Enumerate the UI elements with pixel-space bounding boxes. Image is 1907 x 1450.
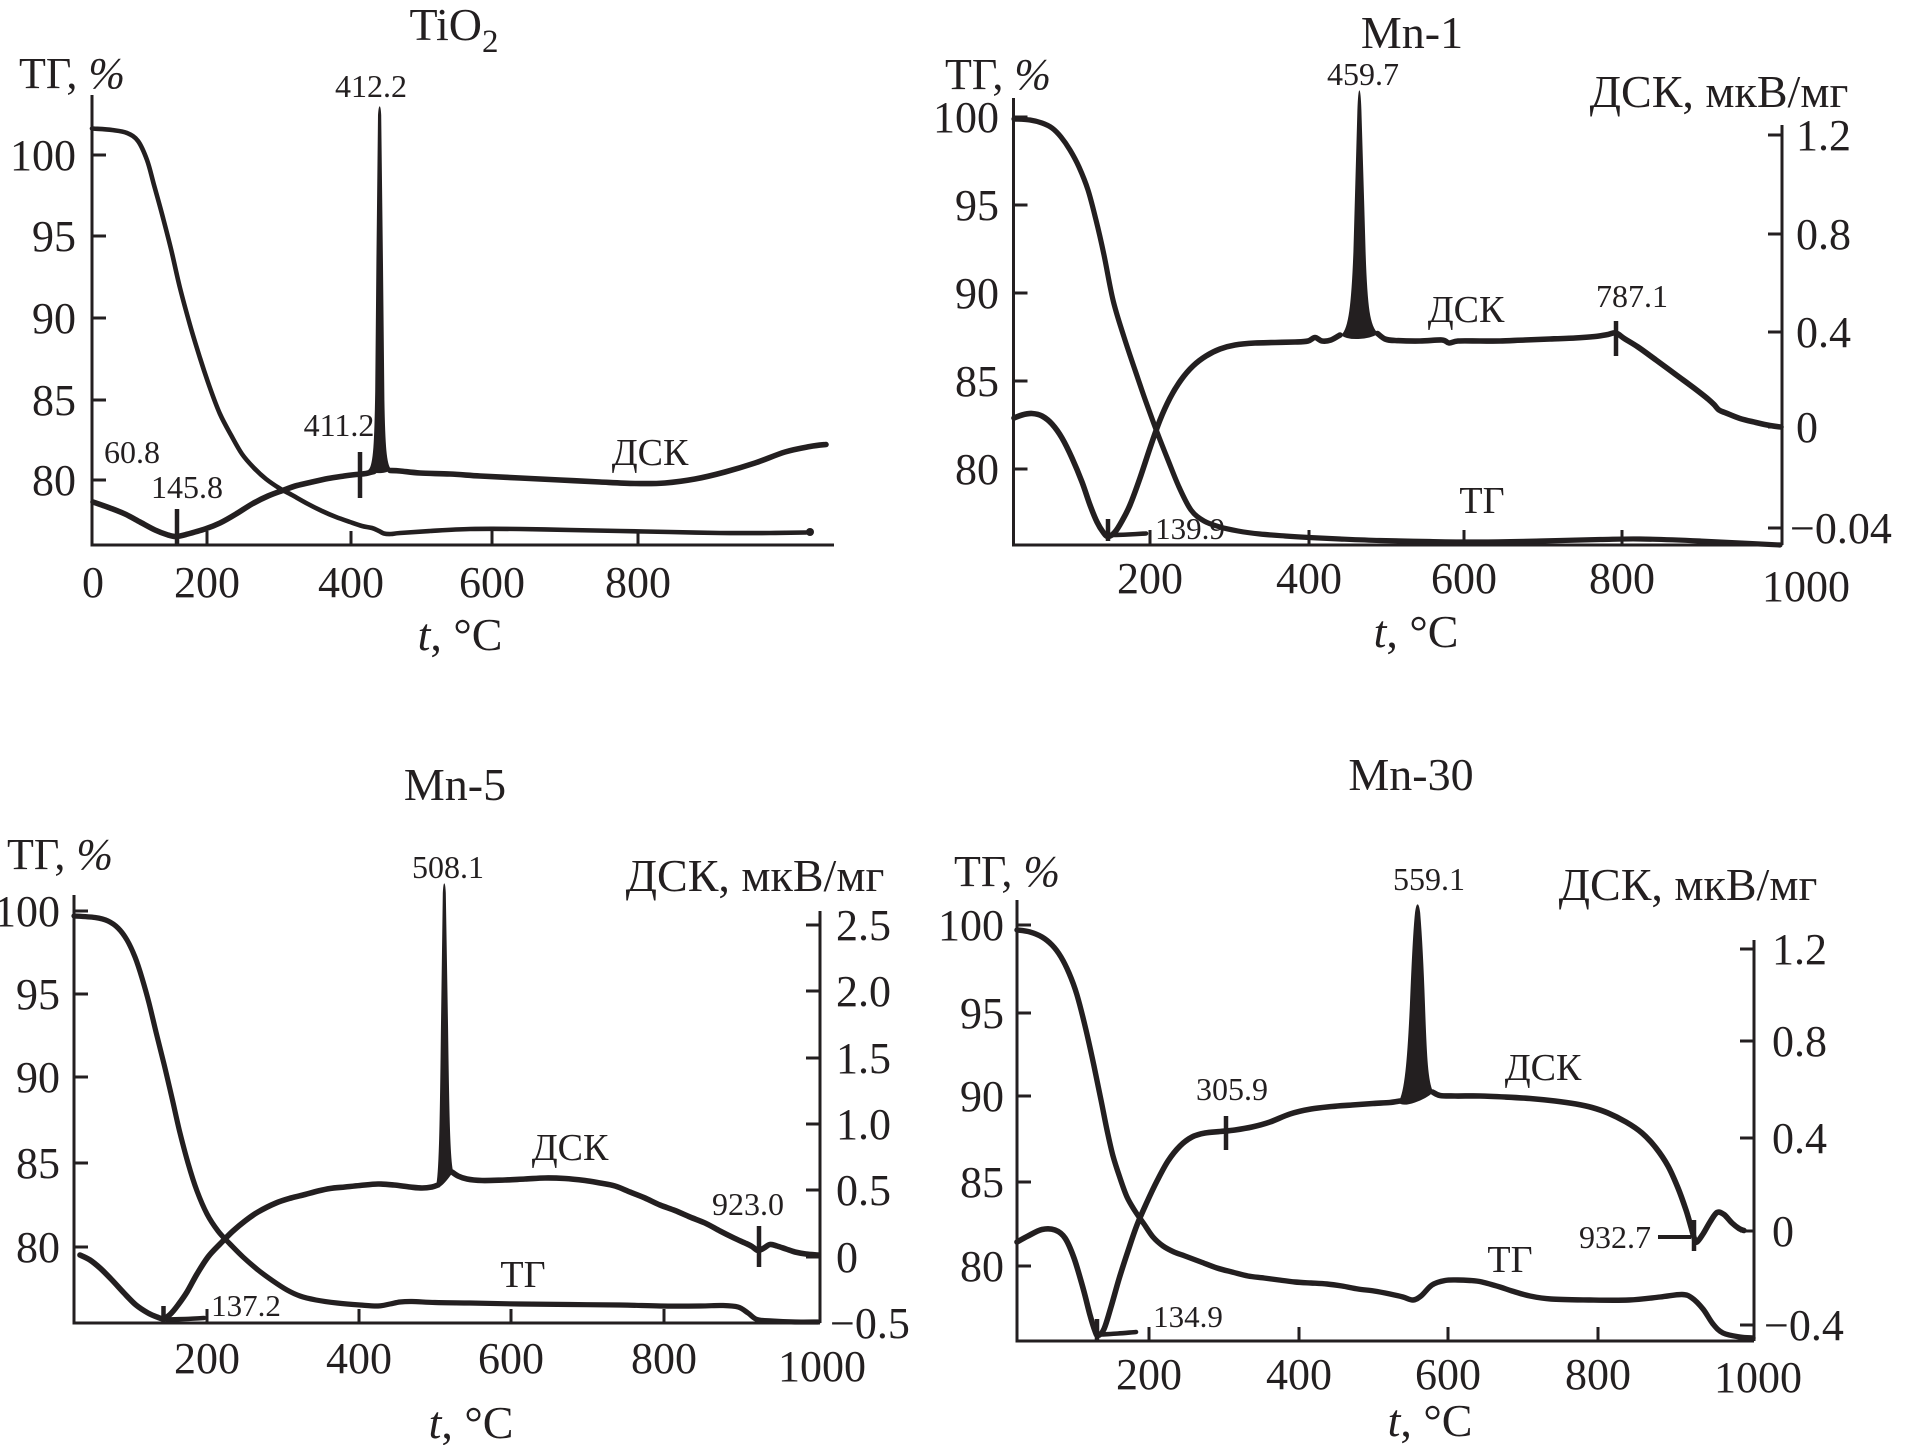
svg-text:ТГ: ТГ (1487, 1239, 1532, 1281)
svg-text:80: 80 (32, 456, 76, 505)
svg-text:90: 90 (16, 1053, 60, 1102)
svg-text:Mn-1: Mn-1 (1361, 7, 1463, 58)
svg-text:0: 0 (836, 1233, 858, 1282)
svg-text:0.4: 0.4 (1796, 308, 1851, 357)
svg-text:−0.4: −0.4 (1764, 1301, 1844, 1350)
svg-text:0: 0 (1796, 403, 1818, 452)
svg-text:0.5: 0.5 (836, 1166, 891, 1215)
svg-text:2.0: 2.0 (836, 967, 891, 1016)
svg-text:ТГ, %: ТГ, % (19, 49, 125, 98)
svg-text:ДСК: ДСК (532, 1127, 609, 1169)
svg-text:800: 800 (605, 558, 671, 607)
svg-text:Mn-30: Mn-30 (1348, 749, 1473, 800)
svg-text:ТГ, %: ТГ, % (954, 847, 1060, 896)
svg-text:1.2: 1.2 (1796, 111, 1851, 160)
svg-text:100: 100 (938, 901, 1004, 950)
svg-text:800: 800 (1589, 554, 1655, 603)
svg-text:ДСК, мкВ/мг: ДСК, мкВ/мг (1559, 859, 1818, 910)
svg-text:932.7: 932.7 (1579, 1219, 1651, 1255)
svg-text:559.1: 559.1 (1393, 861, 1465, 897)
svg-text:95: 95 (32, 212, 76, 261)
svg-text:1000: 1000 (778, 1342, 866, 1391)
svg-text:1.2: 1.2 (1772, 925, 1827, 974)
svg-text:400: 400 (1266, 1350, 1332, 1399)
svg-text:ТГ, %: ТГ, % (7, 830, 113, 879)
svg-text:ТГ: ТГ (500, 1254, 545, 1296)
svg-text:800: 800 (631, 1334, 697, 1383)
svg-text:ДСК, мкВ/мг: ДСК, мкВ/мг (626, 850, 885, 901)
svg-text:200: 200 (1116, 1350, 1182, 1399)
svg-text:0: 0 (1772, 1207, 1794, 1256)
svg-text:ДСК: ДСК (612, 432, 689, 474)
svg-text:60.8: 60.8 (104, 434, 160, 470)
svg-text:787.1: 787.1 (1596, 278, 1668, 314)
svg-text:0.8: 0.8 (1772, 1017, 1827, 1066)
svg-text:ДСК: ДСК (1505, 1047, 1582, 1089)
svg-text:95: 95 (16, 970, 60, 1019)
svg-text:t, °C: t, °C (418, 609, 503, 660)
svg-text:600: 600 (1415, 1350, 1481, 1399)
svg-text:400: 400 (326, 1334, 392, 1383)
svg-text:600: 600 (1431, 554, 1497, 603)
svg-text:0: 0 (82, 558, 104, 607)
svg-text:200: 200 (1117, 554, 1183, 603)
svg-text:412.2: 412.2 (335, 68, 407, 104)
svg-text:1.5: 1.5 (836, 1034, 891, 1083)
svg-text:Mn-5: Mn-5 (404, 759, 506, 810)
svg-text:0.8: 0.8 (1796, 210, 1851, 259)
svg-text:t, °C: t, °C (1374, 606, 1459, 657)
svg-text:2.5: 2.5 (836, 901, 891, 950)
svg-text:1.0: 1.0 (836, 1100, 891, 1149)
svg-text:95: 95 (955, 181, 999, 230)
svg-text:600: 600 (478, 1334, 544, 1383)
svg-text:305.9: 305.9 (1196, 1071, 1268, 1107)
svg-text:400: 400 (1276, 554, 1342, 603)
svg-text:85: 85 (16, 1139, 60, 1188)
svg-text:1000: 1000 (1714, 1353, 1802, 1402)
svg-text:90: 90 (32, 294, 76, 343)
svg-text:600: 600 (459, 558, 525, 607)
svg-text:95: 95 (960, 989, 1004, 1038)
svg-text:90: 90 (960, 1072, 1004, 1121)
svg-text:ТГ, %: ТГ, % (945, 50, 1051, 99)
svg-text:85: 85 (32, 376, 76, 425)
svg-text:100: 100 (0, 887, 60, 936)
svg-text:t, °C: t, °C (429, 1397, 514, 1445)
svg-text:139.9: 139.9 (1155, 511, 1225, 546)
svg-text:100: 100 (10, 131, 76, 180)
svg-text:200: 200 (174, 558, 240, 607)
svg-text:800: 800 (1565, 1350, 1631, 1399)
svg-text:85: 85 (960, 1158, 1004, 1207)
svg-text:200: 200 (174, 1334, 240, 1383)
svg-text:137.2: 137.2 (211, 1288, 281, 1323)
svg-text:923.0: 923.0 (712, 1186, 784, 1222)
svg-text:t, °C: t, °C (1388, 1395, 1473, 1445)
svg-text:−0.5: −0.5 (830, 1299, 910, 1348)
svg-text:90: 90 (955, 269, 999, 318)
svg-text:0.4: 0.4 (1772, 1114, 1827, 1163)
svg-text:ДСК, мкВ/мг: ДСК, мкВ/мг (1590, 66, 1849, 117)
svg-text:TiO2: TiO2 (410, 0, 499, 60)
svg-text:411.2: 411.2 (304, 407, 375, 443)
svg-text:1000: 1000 (1762, 562, 1850, 611)
svg-text:459.7: 459.7 (1327, 56, 1399, 92)
svg-text:85: 85 (955, 357, 999, 406)
svg-text:ТГ: ТГ (1459, 480, 1504, 522)
svg-text:80: 80 (960, 1242, 1004, 1291)
svg-text:80: 80 (16, 1223, 60, 1272)
svg-text:145.8: 145.8 (151, 469, 223, 505)
svg-text:−0.04: −0.04 (1790, 504, 1892, 553)
svg-text:134.9: 134.9 (1153, 1299, 1223, 1334)
svg-text:400: 400 (318, 558, 384, 607)
svg-text:100: 100 (933, 93, 999, 142)
svg-text:ДСК: ДСК (1428, 289, 1505, 331)
svg-text:508.1: 508.1 (412, 849, 484, 885)
svg-text:80: 80 (955, 445, 999, 494)
